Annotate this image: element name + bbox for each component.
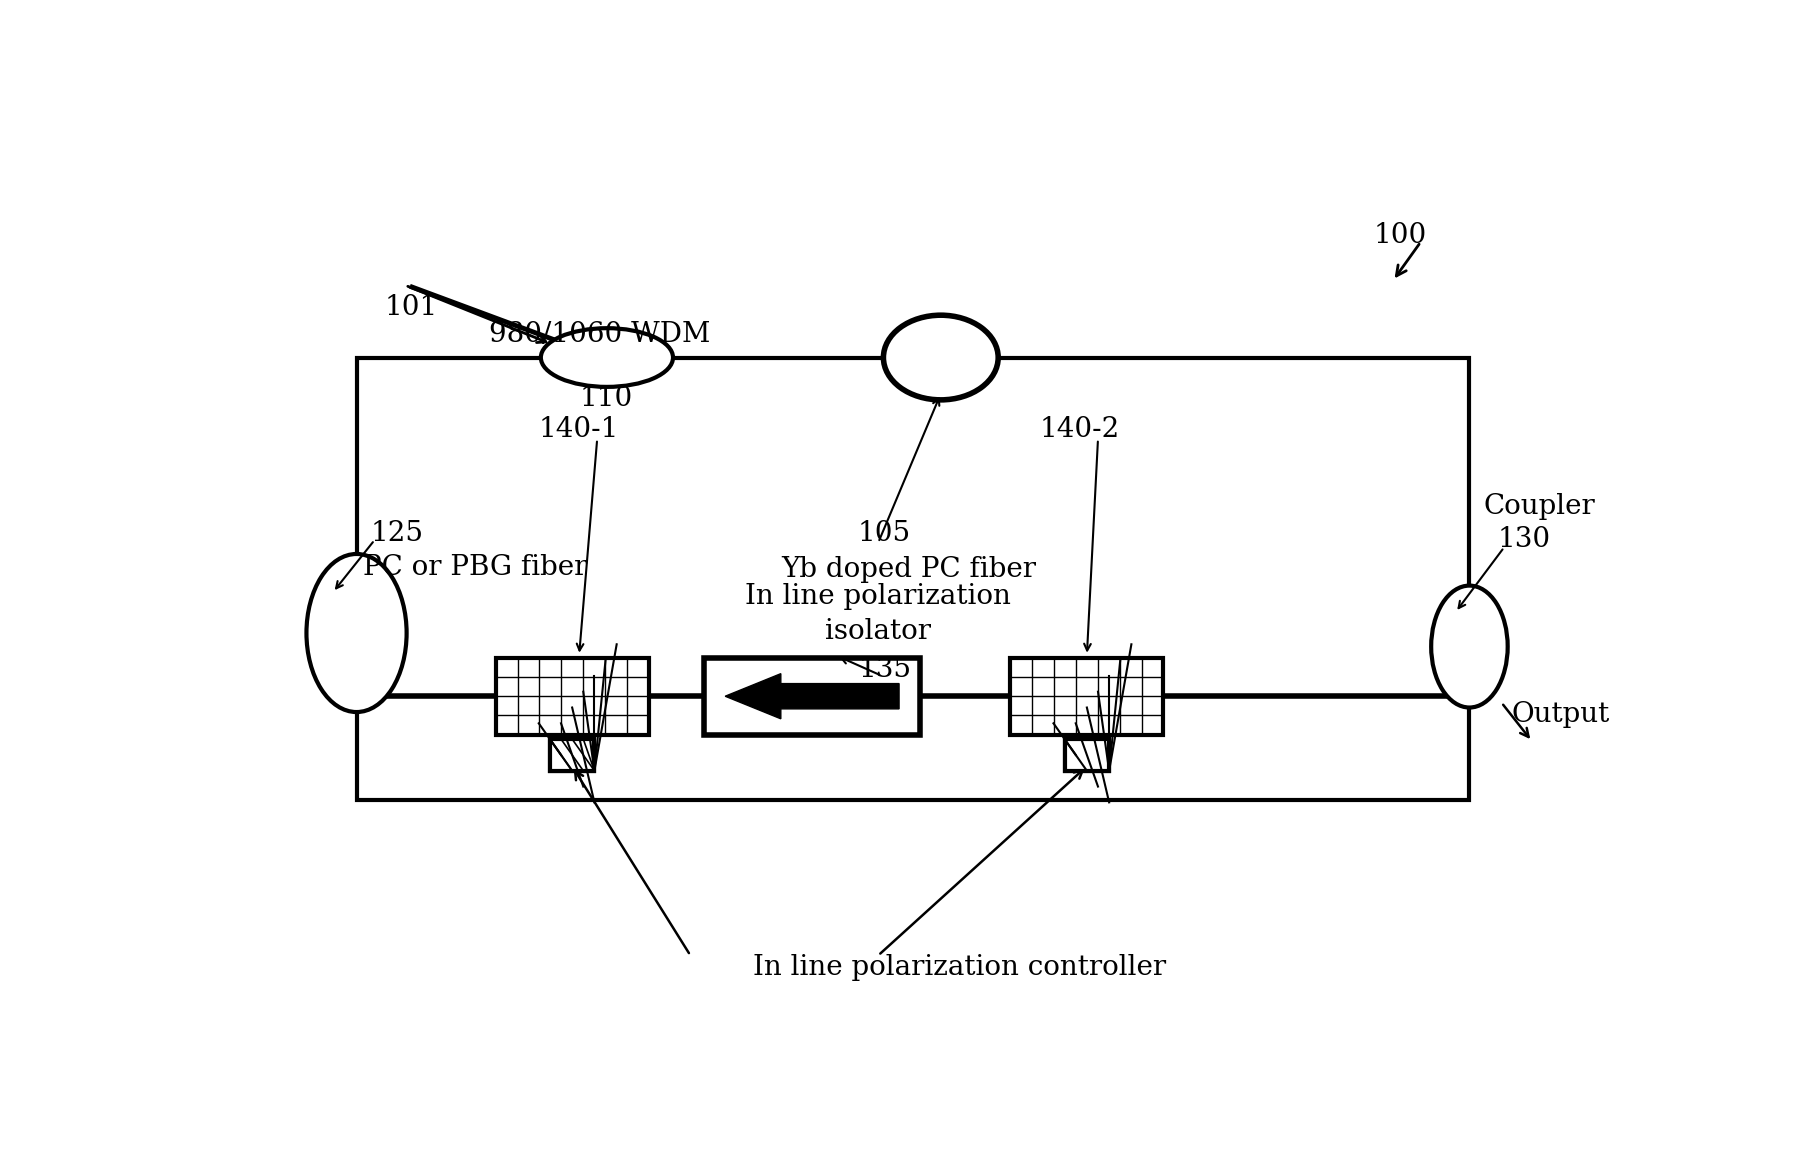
Text: 101: 101 bbox=[384, 294, 438, 321]
Bar bbox=[357, 358, 1470, 800]
Polygon shape bbox=[549, 739, 594, 771]
Bar bbox=[1064, 739, 1109, 771]
Text: 110: 110 bbox=[580, 385, 632, 412]
Text: 140-1: 140-1 bbox=[538, 416, 619, 443]
Text: isolator: isolator bbox=[826, 618, 932, 645]
Polygon shape bbox=[1064, 739, 1109, 771]
Text: 130: 130 bbox=[1497, 527, 1551, 554]
Text: Coupler: Coupler bbox=[1483, 493, 1596, 520]
Bar bbox=[704, 658, 921, 734]
Ellipse shape bbox=[307, 554, 407, 712]
Ellipse shape bbox=[883, 316, 998, 400]
FancyArrow shape bbox=[725, 673, 899, 719]
Text: 135: 135 bbox=[858, 656, 912, 683]
Text: In line polarization: In line polarization bbox=[745, 583, 1011, 610]
Bar bbox=[1011, 658, 1163, 734]
Bar bbox=[495, 658, 648, 734]
Bar bbox=[549, 739, 594, 771]
Text: 980/1060 WDM: 980/1060 WDM bbox=[488, 321, 711, 348]
Text: PC or PBG fiber: PC or PBG fiber bbox=[363, 554, 589, 581]
Text: 140-2: 140-2 bbox=[1039, 416, 1120, 443]
Text: In line polarization controller: In line polarization controller bbox=[754, 954, 1167, 981]
Bar bbox=[1064, 739, 1109, 771]
Bar bbox=[549, 739, 594, 771]
Ellipse shape bbox=[1431, 585, 1508, 707]
Text: 100: 100 bbox=[1373, 222, 1427, 249]
Text: Yb doped PC fiber: Yb doped PC fiber bbox=[781, 556, 1036, 583]
Ellipse shape bbox=[540, 328, 673, 387]
Text: 105: 105 bbox=[858, 520, 910, 547]
Text: 125: 125 bbox=[370, 520, 424, 547]
Text: Output: Output bbox=[1511, 700, 1610, 727]
